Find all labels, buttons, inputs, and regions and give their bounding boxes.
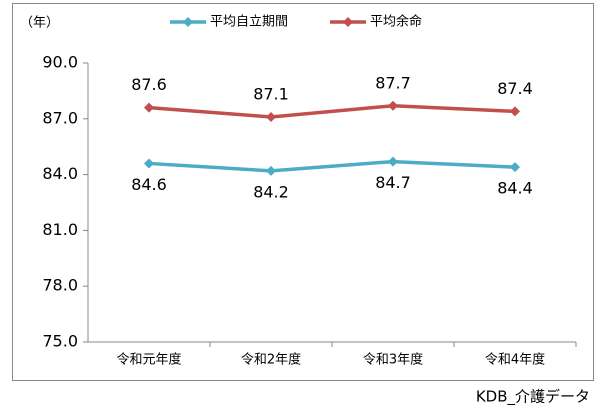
y-tick-label: 78.0: [42, 276, 78, 295]
point-marker: [510, 106, 520, 117]
legend-marker: [183, 17, 193, 27]
point-marker: [266, 111, 276, 122]
x-tick-label: 令和2年度: [241, 352, 301, 368]
point-marker: [388, 100, 398, 111]
point-marker: [144, 102, 154, 113]
data-label: 84.4: [497, 179, 533, 198]
series-line: [148, 104, 516, 119]
legend-label: 平均自立期間: [210, 15, 288, 30]
y-tick-label: 90.0: [42, 53, 78, 72]
series-line: [148, 159, 516, 173]
y-tick-label: 87.0: [42, 108, 78, 127]
y-tick-label: 84.0: [42, 164, 78, 183]
legend-label: 平均余命: [370, 14, 422, 30]
data-label: 87.1: [253, 84, 289, 103]
legend-marker: [343, 17, 353, 27]
data-label: 87.7: [375, 73, 411, 92]
y-tick-label: 81.0: [42, 220, 78, 239]
chart-border: [12, 3, 594, 381]
y-axis-label: （年）: [20, 16, 59, 31]
y-tick-label: 75.0: [42, 332, 78, 351]
point-marker: [266, 165, 276, 176]
point-marker: [510, 162, 520, 173]
x-tick-label: 令和元年度: [116, 352, 181, 368]
data-label: 84.2: [253, 182, 289, 201]
data-label: 84.6: [131, 175, 167, 194]
x-tick-label: 令和4年度: [485, 352, 545, 368]
point-marker: [388, 156, 398, 167]
data-label: 87.4: [497, 79, 533, 98]
data-label: 84.7: [375, 173, 411, 192]
x-tick-label: 令和3年度: [363, 352, 423, 368]
point-marker: [144, 158, 154, 169]
source-note: KDB_介護データ: [476, 388, 590, 407]
data-label: 87.6: [131, 75, 167, 94]
